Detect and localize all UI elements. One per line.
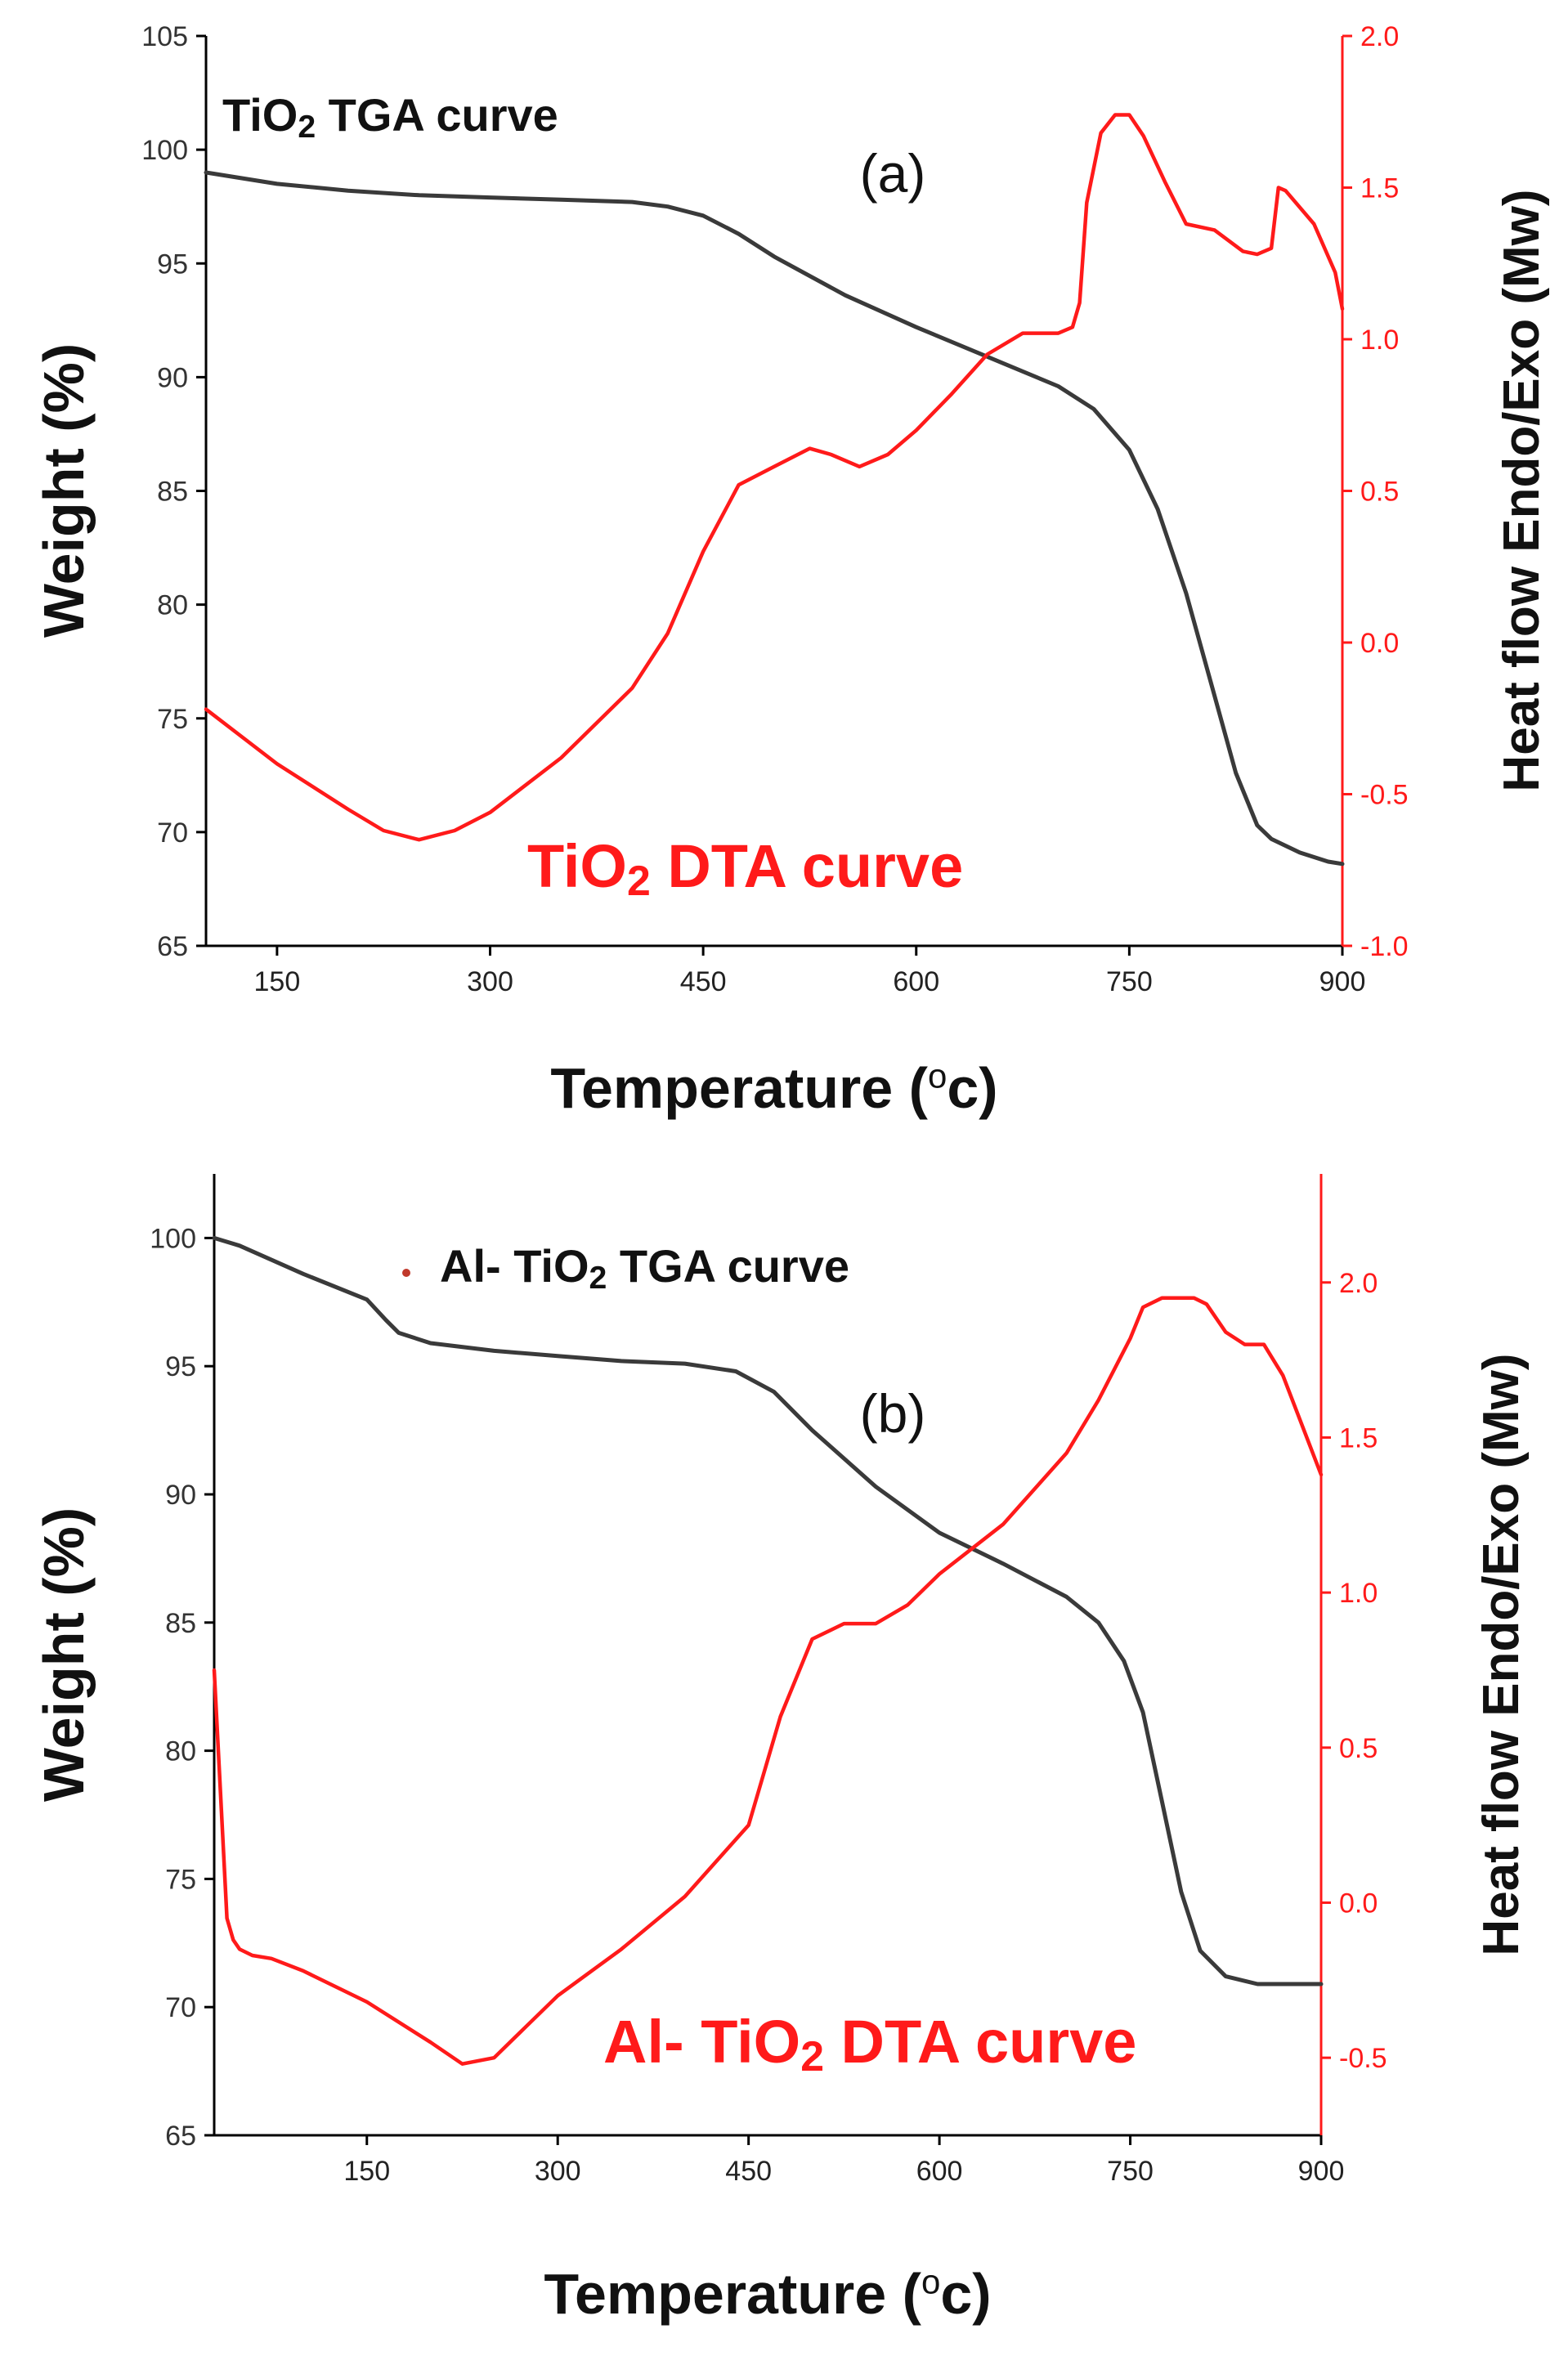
tga-curve-annotation: TiO2 TGA curve <box>222 89 558 145</box>
y-tick-label: 100 <box>141 135 188 166</box>
y-right-tick-label: -0.5 <box>1360 780 1409 811</box>
x-tick-label: 750 <box>1106 966 1153 997</box>
y-right-tick-label: 1.0 <box>1360 325 1399 356</box>
y-tick-label: 70 <box>157 817 188 849</box>
y-right-tick-label: 0.5 <box>1339 1733 1378 1764</box>
y-axis-title: Weight (%) <box>32 1507 96 1802</box>
y-tick-label: 75 <box>157 704 188 735</box>
tga-series-line <box>212 1235 1324 1986</box>
x-tick-label: 600 <box>893 966 939 997</box>
y-tick-label: 85 <box>157 477 188 508</box>
y-tick-label: 105 <box>141 21 188 52</box>
panel-label: (a) <box>860 143 926 204</box>
chart-panel-a: 150 300 450 600 750 900 65 70 75 80 85 90 95 100 105 -1… <box>32 21 1550 1120</box>
x-axis-title: Temperature (oc) <box>550 1056 997 1120</box>
chart-panel-b: 150 300 450 600 750 900 65 70 75 80 85 90 95 100 -0.5 0… <box>32 1174 1530 2326</box>
y-right-tick-label: 2.0 <box>1360 21 1399 52</box>
y-tick-label: 80 <box>157 590 188 621</box>
x-tick-label: 900 <box>1319 966 1366 997</box>
y-right-tick-label: -0.5 <box>1339 2043 1387 2074</box>
dta-series-line <box>204 113 1345 842</box>
x-tick-label: 300 <box>535 2156 581 2187</box>
x-tick-label: 450 <box>725 2156 772 2187</box>
dta-curve-annotation: Al- TiO2 DTA curve <box>603 2008 1136 2080</box>
x-tick-label: 750 <box>1107 2156 1154 2187</box>
x-tick-label: 600 <box>916 2156 963 2187</box>
x-tick-label: 450 <box>680 966 727 997</box>
y-tick-label: 75 <box>165 1864 196 1895</box>
y-right-tick-label: 0.5 <box>1360 477 1399 508</box>
dta-curve-annotation: TiO2 DTA curve <box>527 832 963 904</box>
x-tick-label: 150 <box>254 966 301 997</box>
y-tick-label: 95 <box>157 249 188 280</box>
tga-series-line <box>204 170 1345 867</box>
y-tick-label: 90 <box>165 1480 196 1511</box>
y-tick-label: 90 <box>157 362 188 393</box>
marker-dot <box>402 1269 410 1277</box>
x-tick-label: 900 <box>1298 2156 1345 2187</box>
x-axis-title: Temperature (oc) <box>544 2262 991 2326</box>
y-tick-label: 65 <box>165 2121 196 2152</box>
y-right-axis-title: Heat flow Endo/Exo (Mw) <box>1473 1353 1530 1955</box>
dta-series-line <box>212 1296 1324 2066</box>
y-right-tick-label: 1.0 <box>1339 1578 1378 1609</box>
y-tick-label: 85 <box>165 1608 196 1639</box>
panel-label: (b) <box>860 1383 926 1444</box>
x-tick-label: 150 <box>343 2156 390 2187</box>
y-tick-label: 70 <box>165 1992 196 2023</box>
y-axis-title: Weight (%) <box>32 343 96 638</box>
y-right-tick-label: 0.0 <box>1339 1888 1378 1919</box>
tga-curve-annotation: Al- TiO2 TGA curve <box>440 1240 849 1296</box>
y-right-axis-title: Heat flow Endo/Exo (Mw) <box>1494 189 1550 791</box>
y-right-tick-label: 0.0 <box>1360 628 1399 659</box>
y-tick-label: 100 <box>150 1223 196 1254</box>
y-right-tick-label: 1.5 <box>1360 173 1399 204</box>
y-tick-label: 65 <box>157 931 188 962</box>
x-tick-label: 300 <box>467 966 513 997</box>
y-right-tick-label: -1.0 <box>1360 931 1409 962</box>
y-right-tick-label: 1.5 <box>1339 1422 1378 1453</box>
y-tick-label: 80 <box>165 1736 196 1767</box>
y-right-tick-label: 2.0 <box>1339 1268 1378 1299</box>
y-tick-label: 95 <box>165 1351 196 1382</box>
